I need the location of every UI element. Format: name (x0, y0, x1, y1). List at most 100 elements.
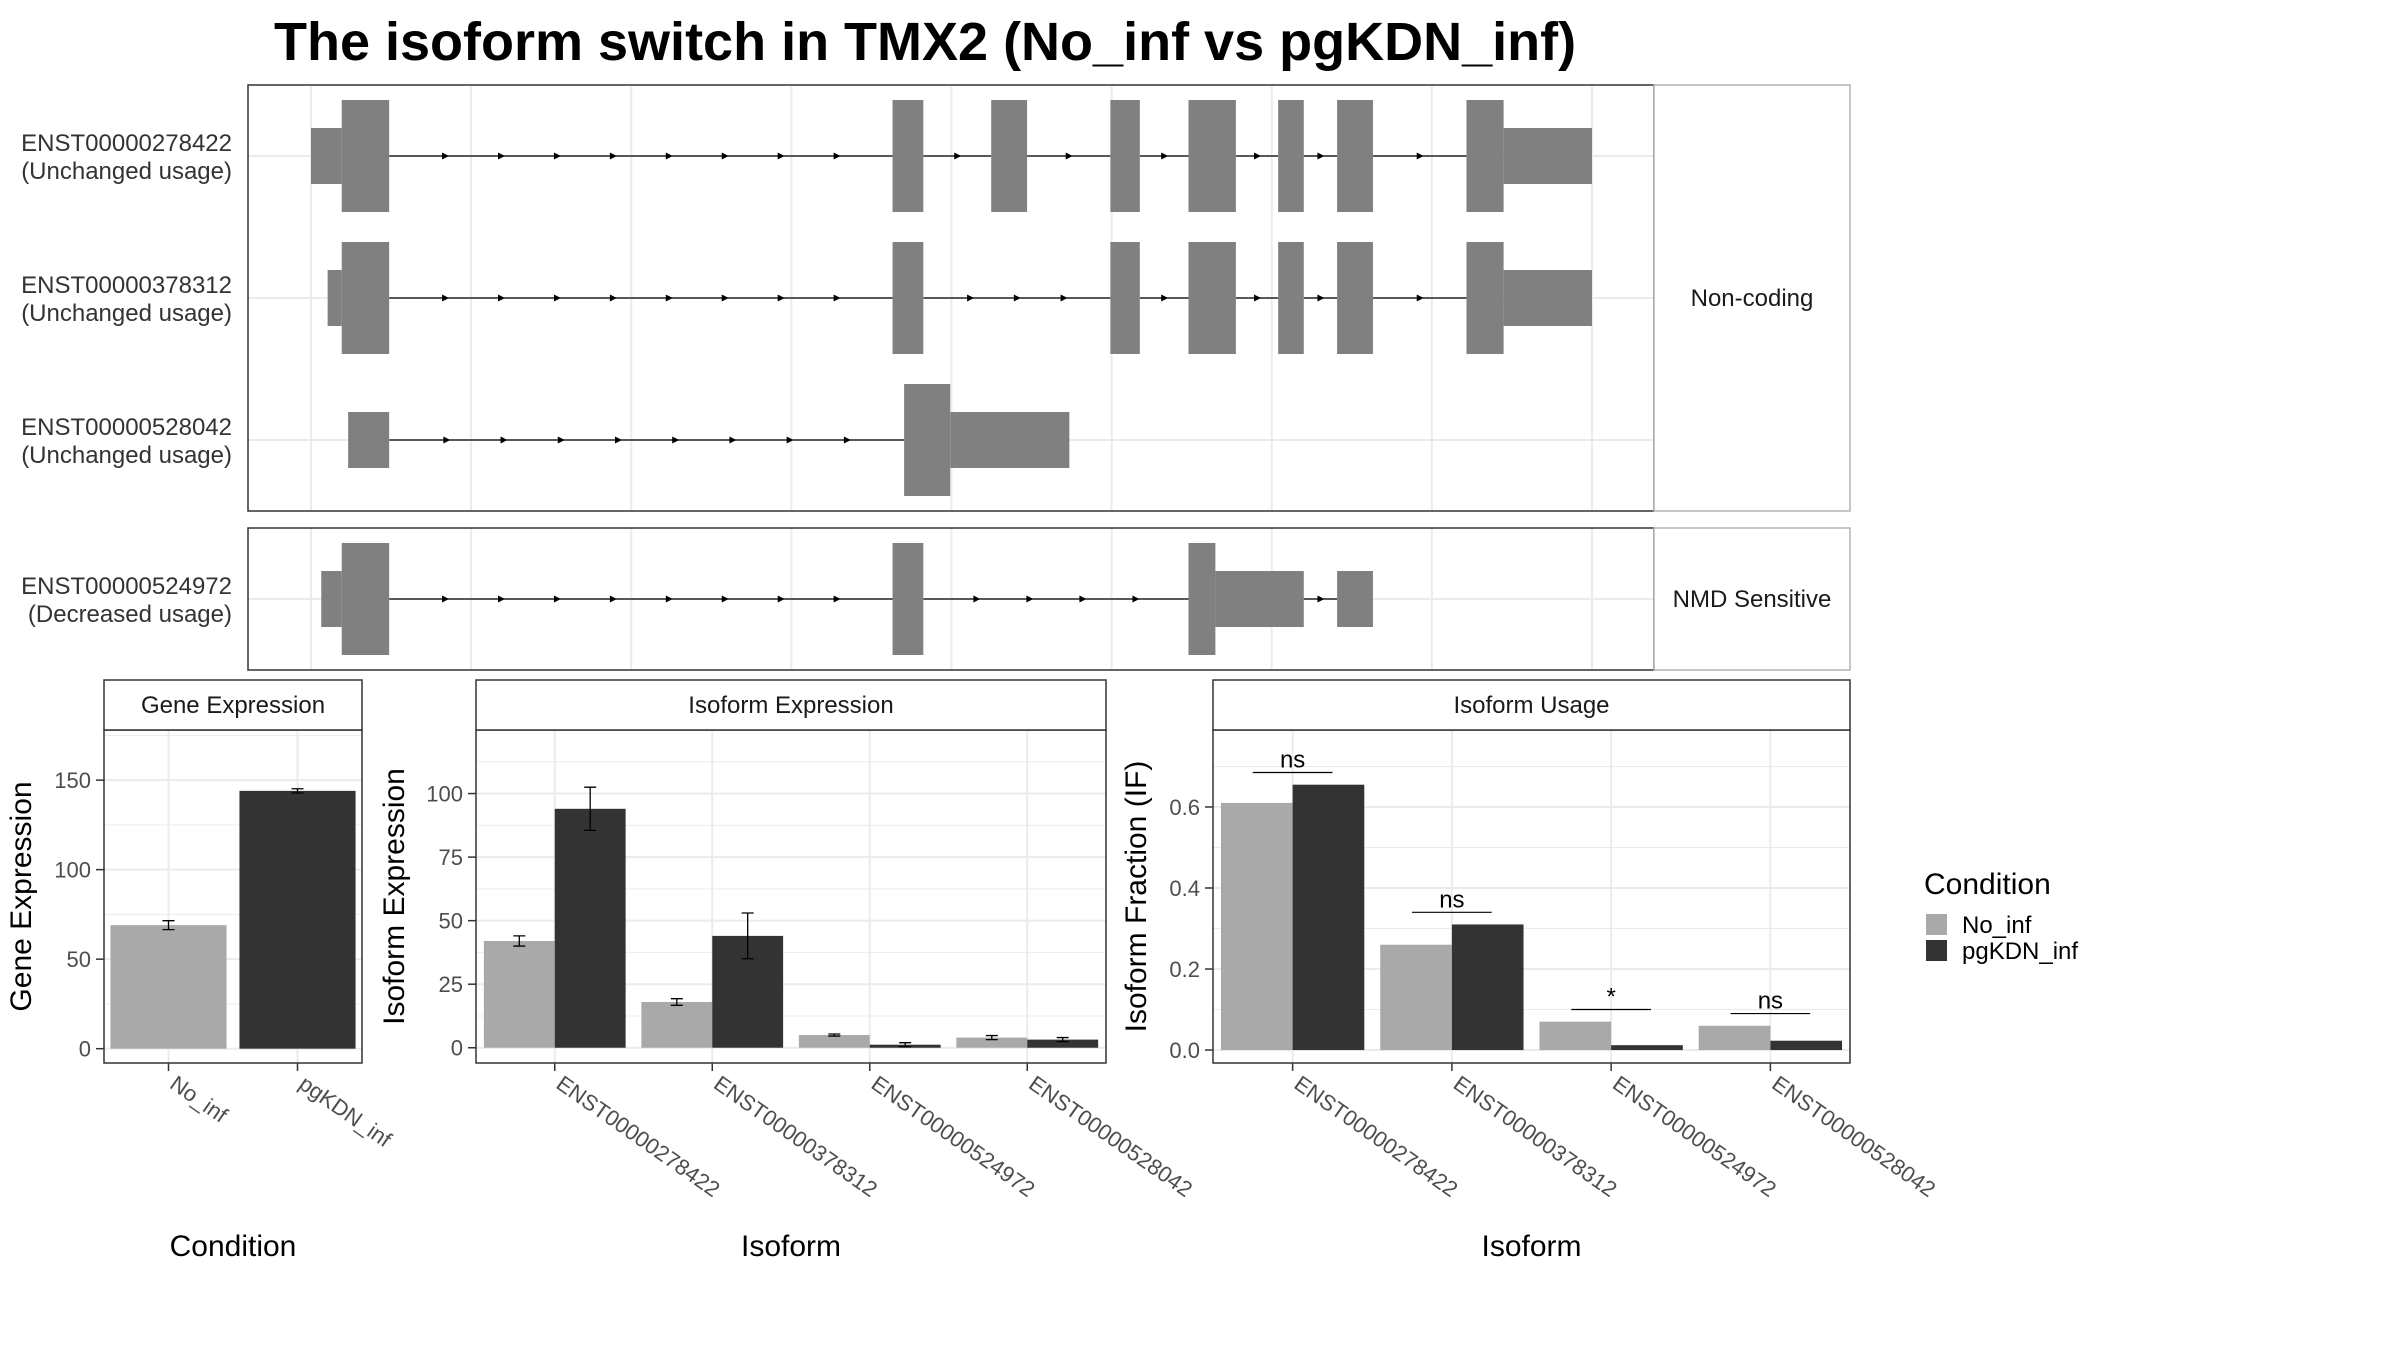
exon-utr (321, 571, 342, 627)
intron-arrow (557, 436, 565, 444)
exon-cds (341, 242, 390, 354)
gene-expression-panel: Gene Expression 0 50 100 150 No_inf pgKDN_inf C… (5, 679, 397, 1263)
intron-arrow (1254, 294, 1262, 302)
y-tick-label: 0.2 (1169, 957, 1200, 982)
bar (641, 1001, 713, 1048)
error-bar (291, 788, 304, 794)
transcript-usage-label: (Unchanged usage) (21, 300, 232, 327)
error-bar (670, 998, 683, 1006)
panel-strip (103, 679, 363, 731)
isoform-expression-panel: Isoform Expression 0 25 50 75 100 ENST00000278… (378, 679, 1197, 1263)
bar (110, 925, 227, 1049)
bar (956, 1037, 1028, 1048)
x-tick-label: pgKDN_inf (295, 1071, 397, 1153)
panel-strip (1212, 679, 1851, 731)
intron-arrow (665, 294, 673, 302)
panel-strip (475, 679, 1107, 731)
transcript-id-label: ENST00000278422 (21, 130, 232, 157)
bar (1539, 1021, 1612, 1051)
transcript-id-label: ENST00000378312 (21, 272, 232, 299)
intron-arrow (615, 436, 623, 444)
exon-utr (1503, 270, 1592, 326)
exon-cds (1466, 242, 1504, 354)
exon-cds (1188, 242, 1236, 354)
intron-arrow (1317, 152, 1325, 160)
intron-arrow (954, 152, 962, 160)
intron-arrow (672, 436, 680, 444)
bar (1292, 784, 1365, 1051)
transcript-usage-label: (Decreased usage) (28, 601, 232, 628)
exon-cds (1278, 100, 1304, 212)
exon-cds (904, 384, 951, 496)
intron-arrow (721, 152, 729, 160)
exon-utr (1215, 571, 1304, 627)
exon-utr (1503, 128, 1592, 184)
intron-arrow (833, 595, 841, 603)
intron-arrow (1416, 294, 1424, 302)
intron-arrow (442, 152, 450, 160)
significance-label: ns (1280, 747, 1305, 774)
intron-arrow (1416, 152, 1424, 160)
panel-title: Gene Expression (141, 692, 325, 719)
y-tick-label: 0.4 (1169, 876, 1200, 901)
error-bar (985, 1034, 998, 1041)
x-tick-label: ENST00000528042 (1768, 1071, 1941, 1202)
intron-arrow (498, 294, 506, 302)
x-tick-label: ENST00000378312 (709, 1071, 882, 1202)
intron-arrow (833, 294, 841, 302)
intron-arrow (1161, 294, 1169, 302)
panel-title: Isoform Expression (688, 692, 893, 719)
intron-arrow (721, 294, 729, 302)
transcript-usage-label: (Unchanged usage) (21, 442, 232, 469)
bar (1027, 1039, 1099, 1048)
error-bar (899, 1042, 912, 1048)
intron-arrow (721, 595, 729, 603)
x-axis-title: Condition (170, 1230, 297, 1263)
y-tick-label: 100 (54, 858, 91, 883)
group-strip (1653, 527, 1851, 671)
bar (554, 808, 626, 1048)
x-tick-label: ENST00000524972 (867, 1071, 1040, 1202)
intron-arrow (1254, 152, 1262, 160)
legend-label-pgkdn-inf: pgKDN_inf (1962, 938, 2078, 965)
error-bar (162, 920, 175, 931)
intron-arrow (1079, 595, 1087, 603)
exon-cds (1110, 100, 1140, 212)
x-tick-label: ENST00000278422 (1290, 1071, 1463, 1202)
intron-arrow (967, 294, 975, 302)
intron-arrow (665, 152, 673, 160)
intron-arrow (777, 294, 785, 302)
y-tick-label: 0.6 (1169, 795, 1200, 820)
y-tick-label: 25 (439, 972, 463, 997)
exon-cds (892, 242, 924, 354)
x-axis-title: Isoform (741, 1230, 841, 1263)
intron-arrow (843, 436, 851, 444)
intron-arrow (665, 595, 673, 603)
exon-utr (327, 270, 342, 326)
transcript-id-label: ENST00000524972 (21, 573, 232, 600)
exon-cds (341, 543, 390, 655)
exon-cds (1337, 242, 1373, 354)
intron-arrow (498, 595, 506, 603)
error-bar (513, 935, 526, 947)
bar (1698, 1025, 1771, 1051)
x-tick-label: ENST00000524972 (1608, 1071, 1781, 1202)
exon-utr (1337, 571, 1373, 627)
y-tick-label: 100 (426, 782, 463, 807)
exon-cds (1337, 100, 1373, 212)
transcript-usage-label: (Unchanged usage) (21, 158, 232, 185)
y-axis-title: Gene Expression (5, 781, 38, 1011)
intron-arrow (553, 152, 561, 160)
exon-cds (1110, 242, 1140, 354)
exon-utr (311, 128, 342, 184)
panel-title: Isoform Usage (1453, 692, 1609, 719)
intron-arrow (443, 436, 451, 444)
exon-cds (892, 100, 924, 212)
intron-arrow (777, 595, 785, 603)
y-axis-title: Isoform Expression (378, 768, 411, 1025)
intron-arrow (1060, 294, 1068, 302)
legend-title: Condition (1924, 868, 2051, 901)
exon-cds (1278, 242, 1304, 354)
